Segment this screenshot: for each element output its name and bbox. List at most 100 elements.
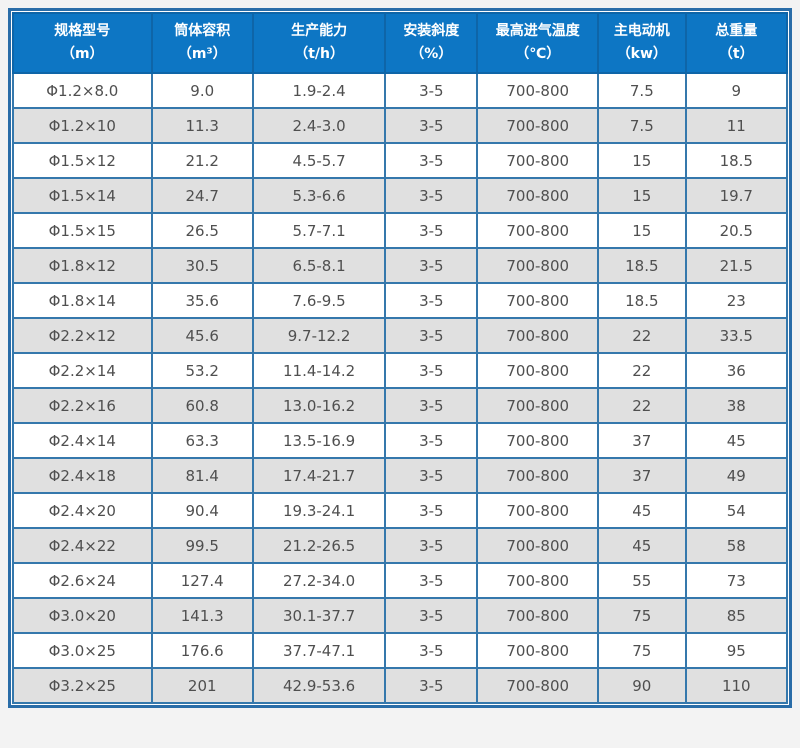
column-unit: （t） bbox=[718, 46, 754, 62]
cell-main-motor: 45 bbox=[597, 492, 687, 529]
cell-total-weight: 23 bbox=[684, 282, 789, 319]
cell-capacity: 13.5-16.9 bbox=[251, 422, 387, 459]
cell-inlet-temp: 700-800 bbox=[476, 492, 600, 529]
column-label: 生产能力 bbox=[291, 22, 348, 39]
cell-capacity: 9.7-12.2 bbox=[251, 317, 387, 354]
cell-total-weight: 38 bbox=[684, 387, 789, 424]
spec-table-header: 规格型号 （m） 筒体容积 （m³） 生产能力 （t/h） 安装斜度 （%） 最高进气温度 （℃）… bbox=[12, 12, 789, 74]
cell-slope: 3-5 bbox=[384, 247, 479, 284]
cell-main-motor: 45 bbox=[597, 527, 687, 564]
cell-slope: 3-5 bbox=[384, 107, 479, 144]
table-row: Φ2.2×14 53.2 11.4-14.2 3-5 700-800 22 36 bbox=[12, 352, 789, 389]
cell-inlet-temp: 700-800 bbox=[476, 562, 600, 599]
cell-slope: 3-5 bbox=[384, 142, 479, 179]
cell-capacity: 6.5-8.1 bbox=[251, 247, 387, 284]
cell-main-motor: 7.5 bbox=[597, 72, 687, 109]
cell-total-weight: 36 bbox=[684, 352, 789, 389]
cell-spec-model: Φ1.5×15 bbox=[12, 212, 153, 249]
cell-volume: 63.3 bbox=[150, 422, 254, 459]
cell-slope: 3-5 bbox=[384, 597, 479, 634]
cell-total-weight: 20.5 bbox=[684, 212, 789, 249]
cell-volume: 176.6 bbox=[150, 632, 254, 669]
cell-spec-model: Φ3.0×20 bbox=[12, 597, 153, 634]
table-row: Φ2.2×12 45.6 9.7-12.2 3-5 700-800 22 33.5 bbox=[12, 317, 789, 354]
table-row: Φ2.6×24 127.4 27.2-34.0 3-5 700-800 55 73 bbox=[12, 562, 789, 599]
cell-capacity: 19.3-24.1 bbox=[251, 492, 387, 529]
cell-spec-model: Φ2.2×16 bbox=[12, 387, 153, 424]
table-row: Φ3.0×25 176.6 37.7-47.1 3-5 700-800 75 95 bbox=[12, 632, 789, 669]
cell-spec-model: Φ1.5×12 bbox=[12, 142, 153, 179]
cell-total-weight: 58 bbox=[684, 527, 789, 564]
cell-inlet-temp: 700-800 bbox=[476, 72, 600, 109]
cell-spec-model: Φ3.2×25 bbox=[12, 667, 153, 704]
cell-spec-model: Φ2.4×20 bbox=[12, 492, 153, 529]
cell-total-weight: 33.5 bbox=[684, 317, 789, 354]
cell-main-motor: 18.5 bbox=[597, 282, 687, 319]
cell-inlet-temp: 700-800 bbox=[476, 422, 600, 459]
cell-volume: 30.5 bbox=[150, 247, 254, 284]
table-row: Φ2.4×20 90.4 19.3-24.1 3-5 700-800 45 54 bbox=[12, 492, 789, 529]
cell-slope: 3-5 bbox=[384, 422, 479, 459]
cell-inlet-temp: 700-800 bbox=[476, 317, 600, 354]
cell-total-weight: 49 bbox=[684, 457, 789, 494]
spec-table: 规格型号 （m） 筒体容积 （m³） 生产能力 （t/h） 安装斜度 （%） 最高进气温度 （℃）… bbox=[12, 12, 789, 704]
cell-capacity: 21.2-26.5 bbox=[251, 527, 387, 564]
cell-capacity: 7.6-9.5 bbox=[251, 282, 387, 319]
cell-volume: 26.5 bbox=[150, 212, 254, 249]
cell-volume: 24.7 bbox=[150, 177, 254, 214]
column-header-capacity: 生产能力 （t/h） bbox=[251, 12, 387, 74]
cell-volume: 60.8 bbox=[150, 387, 254, 424]
cell-slope: 3-5 bbox=[384, 492, 479, 529]
cell-spec-model: Φ2.4×22 bbox=[12, 527, 153, 564]
cell-total-weight: 18.5 bbox=[684, 142, 789, 179]
cell-volume: 201 bbox=[150, 667, 254, 704]
cell-main-motor: 37 bbox=[597, 422, 687, 459]
cell-inlet-temp: 700-800 bbox=[476, 177, 600, 214]
cell-volume: 21.2 bbox=[150, 142, 254, 179]
column-unit: （m） bbox=[60, 46, 104, 62]
cell-main-motor: 90 bbox=[597, 667, 687, 704]
cell-total-weight: 9 bbox=[684, 72, 789, 109]
cell-slope: 3-5 bbox=[384, 562, 479, 599]
table-row: Φ2.4×18 81.4 17.4-21.7 3-5 700-800 37 49 bbox=[12, 457, 789, 494]
column-header-volume: 筒体容积 （m³） bbox=[150, 12, 254, 74]
cell-main-motor: 15 bbox=[597, 212, 687, 249]
cell-slope: 3-5 bbox=[384, 667, 479, 704]
cell-main-motor: 18.5 bbox=[597, 247, 687, 284]
cell-total-weight: 11 bbox=[684, 107, 789, 144]
cell-capacity: 27.2-34.0 bbox=[251, 562, 387, 599]
cell-volume: 127.4 bbox=[150, 562, 254, 599]
table-row: Φ1.5×14 24.7 5.3-6.6 3-5 700-800 15 19.7 bbox=[12, 177, 789, 214]
cell-capacity: 11.4-14.2 bbox=[251, 352, 387, 389]
cell-total-weight: 73 bbox=[684, 562, 789, 599]
cell-capacity: 17.4-21.7 bbox=[251, 457, 387, 494]
cell-inlet-temp: 700-800 bbox=[476, 632, 600, 669]
column-label: 安装斜度 bbox=[403, 22, 460, 39]
cell-total-weight: 21.5 bbox=[684, 247, 789, 284]
cell-capacity: 1.9-2.4 bbox=[251, 72, 387, 109]
cell-main-motor: 75 bbox=[597, 597, 687, 634]
table-row: Φ1.5×15 26.5 5.7-7.1 3-5 700-800 15 20.5 bbox=[12, 212, 789, 249]
column-unit: （kw） bbox=[616, 46, 667, 62]
cell-spec-model: Φ1.8×12 bbox=[12, 247, 153, 284]
cell-total-weight: 110 bbox=[684, 667, 789, 704]
column-header-main-motor: 主电动机 （kw） bbox=[597, 12, 687, 74]
cell-total-weight: 19.7 bbox=[684, 177, 789, 214]
column-label: 总重量 bbox=[715, 22, 758, 39]
cell-inlet-temp: 700-800 bbox=[476, 212, 600, 249]
spec-table-body: Φ1.2×8.0 9.0 1.9-2.4 3-5 700-800 7.5 9 Φ1.2×10 1… bbox=[12, 72, 789, 704]
cell-main-motor: 7.5 bbox=[597, 107, 687, 144]
cell-spec-model: Φ2.6×24 bbox=[12, 562, 153, 599]
cell-main-motor: 22 bbox=[597, 352, 687, 389]
table-row: Φ1.8×12 30.5 6.5-8.1 3-5 700-800 18.5 21.5 bbox=[12, 247, 789, 284]
cell-capacity: 42.9-53.6 bbox=[251, 667, 387, 704]
cell-slope: 3-5 bbox=[384, 317, 479, 354]
column-unit: （%） bbox=[410, 46, 453, 62]
table-row: Φ3.0×20 141.3 30.1-37.7 3-5 700-800 75 85 bbox=[12, 597, 789, 634]
cell-capacity: 13.0-16.2 bbox=[251, 387, 387, 424]
cell-capacity: 4.5-5.7 bbox=[251, 142, 387, 179]
cell-spec-model: Φ1.2×8.0 bbox=[12, 72, 153, 109]
cell-slope: 3-5 bbox=[384, 72, 479, 109]
column-label: 主电动机 bbox=[613, 22, 670, 39]
cell-main-motor: 55 bbox=[597, 562, 687, 599]
